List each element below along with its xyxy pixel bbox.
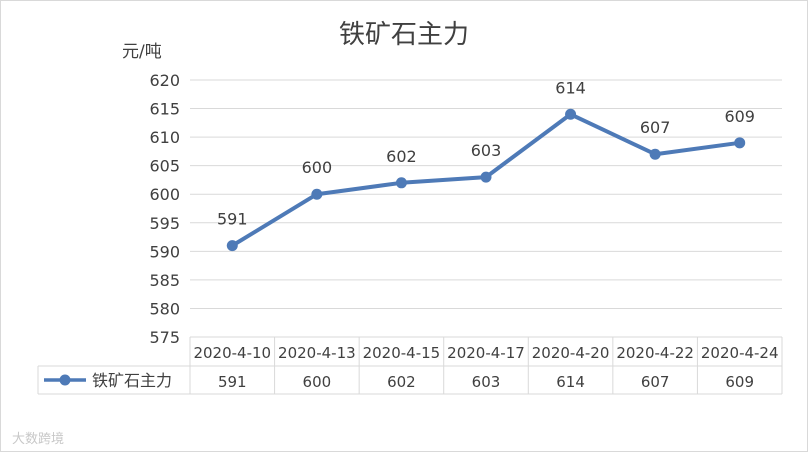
y-tick-label: 590: [149, 242, 180, 261]
table-value: 609: [725, 373, 754, 391]
y-tick-label: 575: [149, 328, 180, 347]
x-tick-label: 2020-4-24: [701, 344, 779, 362]
legend-marker: [59, 374, 71, 386]
y-tick-label: 605: [149, 157, 180, 176]
y-tick-label: 615: [149, 100, 180, 119]
legend-label: 铁矿石主力: [92, 371, 172, 390]
table-value: 614: [556, 373, 585, 391]
data-point: [311, 188, 323, 200]
data-point: [395, 177, 407, 189]
data-point: [480, 171, 492, 183]
y-tick-label: 585: [149, 271, 180, 290]
data-point: [565, 108, 577, 120]
data-label: 603: [471, 141, 502, 160]
data-point: [649, 148, 661, 160]
data-point: [734, 137, 746, 149]
data-label: 600: [302, 158, 333, 177]
watermark: 大数跨境: [12, 432, 65, 447]
table-value: 602: [387, 373, 416, 391]
data-point: [226, 240, 238, 252]
x-tick-label: 2020-4-15: [363, 344, 441, 362]
table-value: 603: [472, 373, 501, 391]
data-label: 591: [217, 210, 248, 229]
x-tick-label: 2020-4-20: [532, 344, 610, 362]
y-tick-label: 580: [149, 299, 180, 318]
chart-title: 铁矿石主力: [338, 20, 469, 50]
x-tick-label: 2020-4-17: [447, 344, 525, 362]
x-tick-label: 2020-4-13: [278, 344, 356, 362]
x-tick-label: 2020-4-10: [193, 344, 271, 362]
y-tick-label: 595: [149, 214, 180, 233]
y-tick-label: 610: [149, 128, 180, 147]
data-label: 614: [555, 78, 586, 97]
y-tick-label: 600: [149, 185, 180, 204]
table-value: 591: [218, 373, 247, 391]
y-axis-unit: 元/吨: [122, 42, 162, 62]
y-tick-label: 620: [149, 71, 180, 90]
x-tick-label: 2020-4-22: [616, 344, 694, 362]
data-label: 602: [386, 147, 417, 166]
data-label: 607: [640, 118, 671, 137]
table-value: 600: [303, 373, 332, 391]
data-label: 609: [724, 107, 755, 126]
table-value: 607: [641, 373, 670, 391]
